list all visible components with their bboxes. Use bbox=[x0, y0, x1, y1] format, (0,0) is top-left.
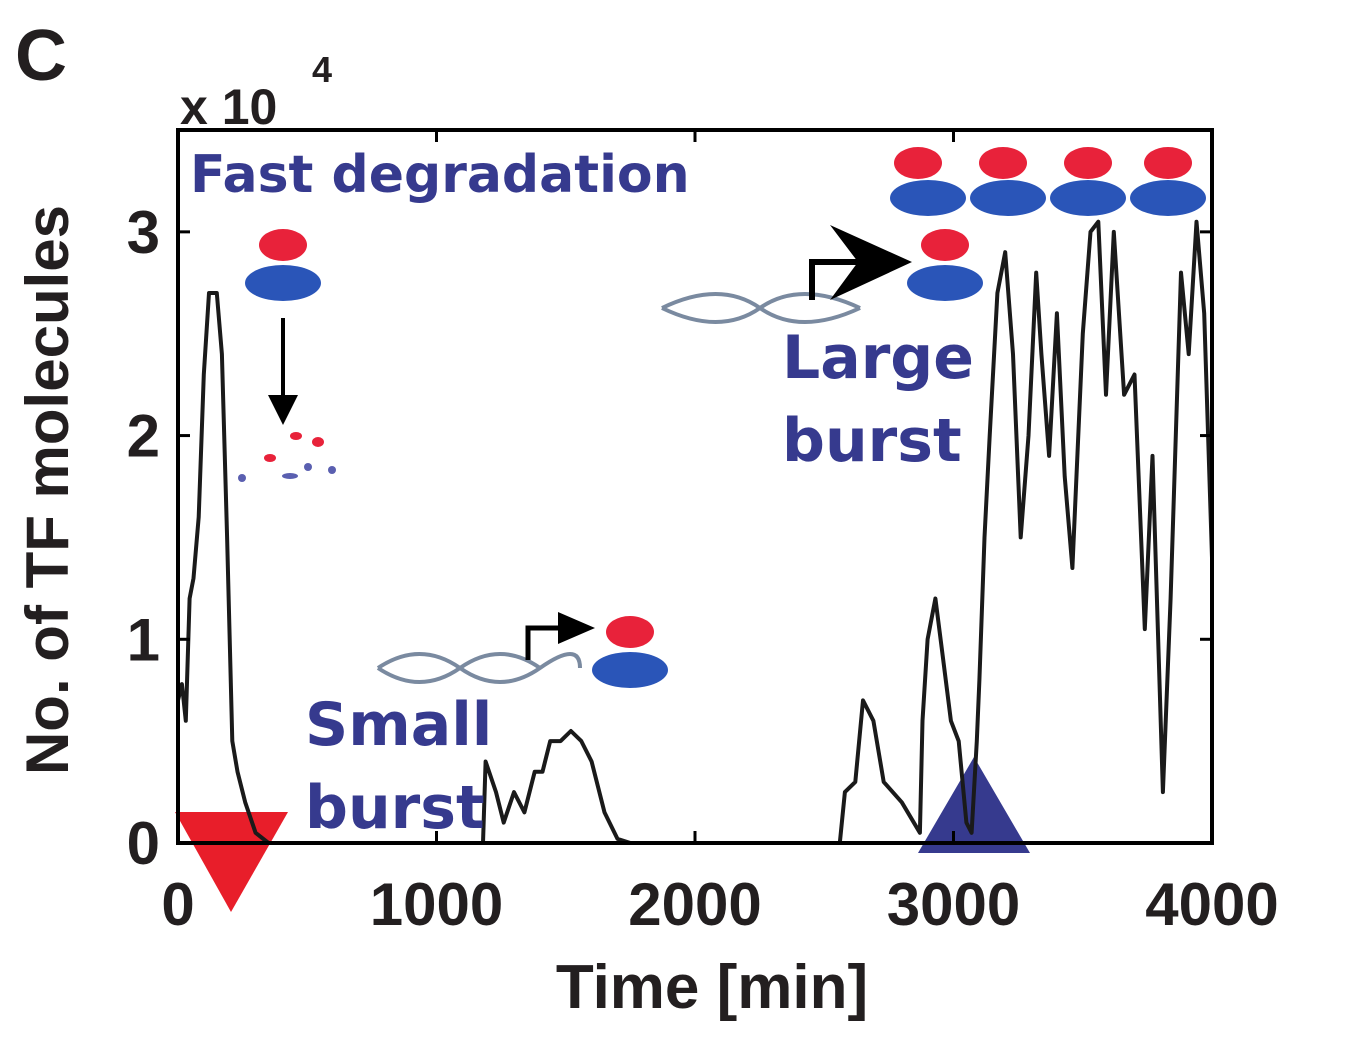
x-tick-label: 4000 bbox=[1145, 871, 1278, 938]
annotation: burst bbox=[305, 773, 485, 843]
annotation: Small bbox=[305, 690, 492, 760]
y-tick-label: 2 bbox=[127, 403, 160, 470]
data-line bbox=[176, 219, 1214, 845]
y-tick-label: 3 bbox=[127, 199, 160, 266]
annotation: Large bbox=[782, 323, 974, 393]
y-multiplier-exponent: 4 bbox=[312, 49, 332, 90]
annotation: burst bbox=[782, 406, 962, 476]
x-axis-label: Time [min] bbox=[556, 953, 868, 1022]
y-tick-label: 0 bbox=[127, 810, 160, 877]
panel-label: C bbox=[15, 16, 67, 96]
y-multiplier: x 10 bbox=[180, 79, 277, 135]
x-tick-label: 0 bbox=[161, 871, 194, 938]
x-tick-label: 2000 bbox=[628, 871, 761, 938]
molecule-icons bbox=[175, 147, 1206, 912]
x-tick-label: 1000 bbox=[370, 871, 503, 938]
y-axis-label: No. of TF molecules bbox=[14, 205, 81, 775]
annotation: Fast degradation bbox=[190, 145, 690, 205]
y-tick-label: 1 bbox=[127, 606, 160, 673]
x-tick-label: 3000 bbox=[887, 871, 1020, 938]
